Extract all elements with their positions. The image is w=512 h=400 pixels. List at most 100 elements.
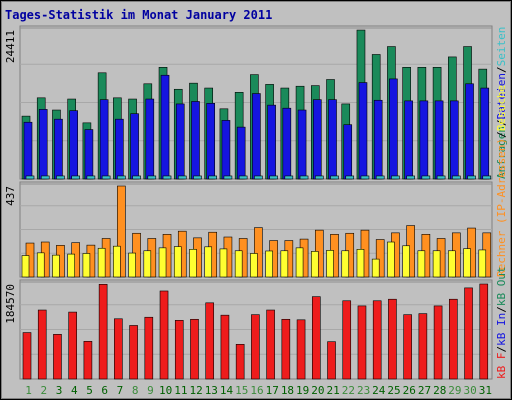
besuche-bar bbox=[113, 245, 121, 278]
seiten-bar bbox=[391, 175, 400, 180]
besuche-bar bbox=[128, 252, 136, 278]
dateien-bar bbox=[328, 99, 337, 180]
kbf-bar bbox=[174, 320, 184, 380]
besuche-bar bbox=[371, 258, 380, 278]
kbf-bar bbox=[251, 314, 260, 380]
seiten-bar bbox=[223, 175, 233, 180]
kbf-bar bbox=[464, 287, 473, 380]
dateien-bar bbox=[69, 110, 78, 180]
kbf-bar bbox=[372, 300, 382, 380]
seiten-bar bbox=[482, 175, 492, 180]
seiten-bar bbox=[284, 175, 294, 180]
seiten-bar bbox=[132, 175, 141, 180]
x-tick-label: 8 bbox=[132, 384, 139, 397]
besuche-bar bbox=[36, 252, 45, 278]
x-tick-label: 5 bbox=[86, 384, 93, 397]
x-tick-label: 18 bbox=[281, 384, 294, 397]
seiten-bar bbox=[436, 175, 446, 180]
kbf-bar bbox=[357, 305, 367, 380]
besuche-bar bbox=[402, 245, 410, 278]
seiten-bar bbox=[101, 175, 111, 180]
seiten-bar bbox=[314, 175, 324, 180]
dateien-bar bbox=[252, 93, 261, 180]
x-tick-label: 9 bbox=[147, 384, 154, 397]
seiten-bar bbox=[117, 175, 126, 180]
kbf-bar bbox=[266, 309, 275, 380]
besuche-bar bbox=[97, 247, 106, 278]
dateien-bar bbox=[358, 82, 368, 180]
x-tick-label: 1 bbox=[25, 384, 32, 397]
dateien-bar bbox=[175, 103, 185, 180]
panel-hits-legend: Anfragen/Dateien/Seiten bbox=[495, 27, 508, 179]
x-tick-label: 21 bbox=[327, 384, 340, 397]
legend-entry: Seiten bbox=[495, 27, 508, 67]
kbf-bar bbox=[190, 318, 199, 380]
besuche-bar bbox=[143, 250, 152, 278]
dateien-bar bbox=[99, 99, 109, 180]
seiten-bar bbox=[71, 175, 80, 180]
besuche-bar bbox=[219, 248, 228, 278]
besuche-bar bbox=[356, 249, 365, 278]
x-tick-label: 7 bbox=[117, 384, 124, 397]
x-tick-label: 28 bbox=[433, 384, 446, 397]
seiten-bar bbox=[254, 175, 263, 180]
legend-entry: Besuche bbox=[495, 85, 508, 131]
panel-visits-ymax-label: 437 bbox=[4, 186, 17, 206]
seiten-bar bbox=[86, 175, 96, 180]
dateien-bar bbox=[465, 83, 474, 180]
legend-entry: / bbox=[495, 66, 508, 73]
kbf-bar bbox=[403, 314, 412, 380]
kbf-bar bbox=[22, 332, 32, 380]
besuche-bar bbox=[250, 253, 258, 278]
x-tick-label: 26 bbox=[403, 384, 416, 397]
dateien-bar bbox=[23, 121, 33, 180]
x-tick-label: 22 bbox=[342, 384, 355, 397]
seiten-bar bbox=[360, 175, 370, 180]
seiten-bar bbox=[406, 175, 415, 180]
legend-entry: Anfragen bbox=[495, 126, 508, 179]
x-tick-label: 2 bbox=[41, 384, 48, 397]
besuche-bar bbox=[189, 249, 197, 278]
legend-entry: / bbox=[495, 306, 508, 313]
kbf-bar bbox=[342, 300, 352, 380]
panel-visits-legend: Rechner (IP-Adressen)/Besuche bbox=[495, 85, 508, 277]
legend-entry: Rechner (IP-Adressen) bbox=[495, 138, 508, 277]
besuche-bar bbox=[173, 246, 182, 278]
besuche-bar bbox=[417, 250, 426, 278]
x-tick-label: 11 bbox=[174, 384, 187, 397]
panel-visits: 437 Rechner (IP-Adressen)/Besuche bbox=[4, 85, 508, 278]
x-tick-label: 10 bbox=[159, 384, 172, 397]
dateien-bar bbox=[84, 129, 94, 180]
dateien-bar bbox=[404, 100, 413, 180]
legend-entry: / bbox=[495, 346, 508, 353]
seiten-bar bbox=[25, 175, 35, 180]
kbf-bar bbox=[129, 325, 138, 380]
dateien-bar bbox=[312, 99, 322, 180]
dateien-bar bbox=[221, 120, 231, 180]
dateien-bar bbox=[297, 109, 307, 180]
kbf-bar bbox=[53, 334, 62, 380]
x-tick-label: 25 bbox=[387, 384, 400, 397]
dateien-bar bbox=[267, 104, 276, 180]
x-tick-label: 4 bbox=[71, 384, 78, 397]
seiten-bar bbox=[162, 175, 172, 180]
seiten-bar bbox=[238, 175, 248, 180]
dateien-bar bbox=[282, 107, 292, 180]
kbf-bar bbox=[98, 283, 108, 380]
kbf-bar bbox=[311, 296, 321, 380]
x-tick-label: 19 bbox=[296, 384, 309, 397]
dateien-bar bbox=[373, 99, 383, 180]
kbf-bar bbox=[159, 290, 169, 380]
x-tick-label: 14 bbox=[220, 384, 234, 397]
besuche-bar bbox=[387, 241, 395, 278]
besuche-bar bbox=[341, 250, 350, 278]
kbf-bar bbox=[281, 318, 291, 380]
kbf-bar bbox=[296, 319, 306, 380]
dateien-bar bbox=[434, 100, 444, 180]
panel-hits-ymax-label: 24411 bbox=[4, 30, 17, 63]
kbf-bar bbox=[479, 283, 489, 380]
kbf-bar bbox=[388, 298, 397, 380]
seiten-bar bbox=[345, 175, 355, 180]
